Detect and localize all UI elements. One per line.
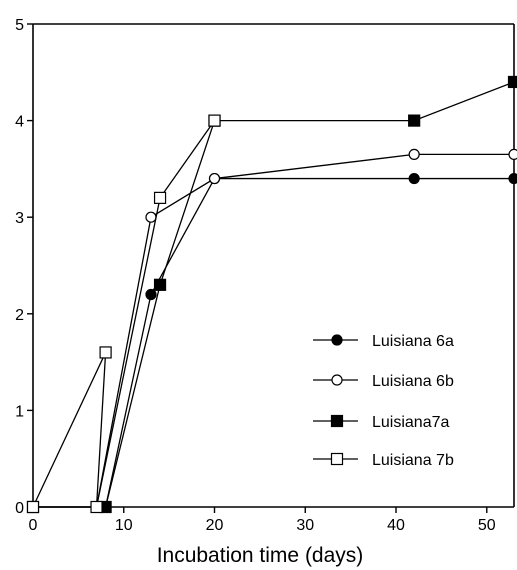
data-point (145, 288, 157, 301)
series-line (32, 120, 216, 508)
data-point (90, 500, 103, 514)
legend-marker (331, 374, 343, 386)
legend-label: Luisiana7a (372, 414, 450, 431)
x-tick-label: 0 (29, 517, 38, 534)
data-point (408, 172, 420, 185)
x-tick-label: 30 (296, 517, 314, 534)
series-layer (26, 75, 517, 514)
legend-marker (331, 334, 343, 346)
legend-marker (330, 414, 344, 428)
legend-item-2: Luisiana 6b (313, 373, 454, 390)
axes: 0 10 20 30 40 50 0 1 2 3 4 5 (15, 17, 515, 534)
y-tick-label: 5 (15, 17, 24, 34)
y-tick-label: 3 (15, 210, 24, 227)
data-point (508, 148, 517, 161)
data-point (153, 191, 167, 204)
legend-item-3: Luisiana7a (313, 414, 450, 431)
y-tick-label: 1 (15, 403, 24, 420)
data-point (99, 346, 112, 359)
data-point (408, 114, 421, 127)
y-tick-label: 0 (15, 500, 24, 517)
series-4 (26, 114, 221, 514)
x-tick-label: 50 (478, 517, 496, 534)
data-point (508, 172, 517, 185)
x-tick-label: 40 (387, 517, 405, 534)
data-point (145, 211, 157, 223)
y-tick-label: 2 (15, 307, 24, 324)
x-axis-label: Incubation time (days) (157, 544, 364, 567)
data-point (208, 114, 221, 127)
data-point (408, 148, 420, 161)
legend-marker (330, 452, 344, 466)
y-tick-label: 4 (15, 114, 24, 131)
legend-label: Luisiana 6a (372, 333, 454, 350)
series-line (33, 81, 515, 508)
series-3 (26, 75, 517, 514)
data-point (153, 278, 167, 291)
legend: Luisiana 6a Luisiana 6b Luisiana7a Luisiana… (313, 333, 454, 469)
legend-item-1: Luisiana 6a (313, 333, 454, 350)
legend-label: Luisiana 7b (372, 452, 454, 469)
data-point (26, 500, 40, 514)
legend-label: Luisiana 6b (372, 373, 454, 390)
legend-item-4: Luisiana 7b (313, 452, 454, 469)
data-point (208, 172, 221, 185)
x-tick-label: 10 (115, 517, 133, 534)
data-point (507, 75, 517, 89)
x-tick-label: 20 (206, 517, 224, 534)
